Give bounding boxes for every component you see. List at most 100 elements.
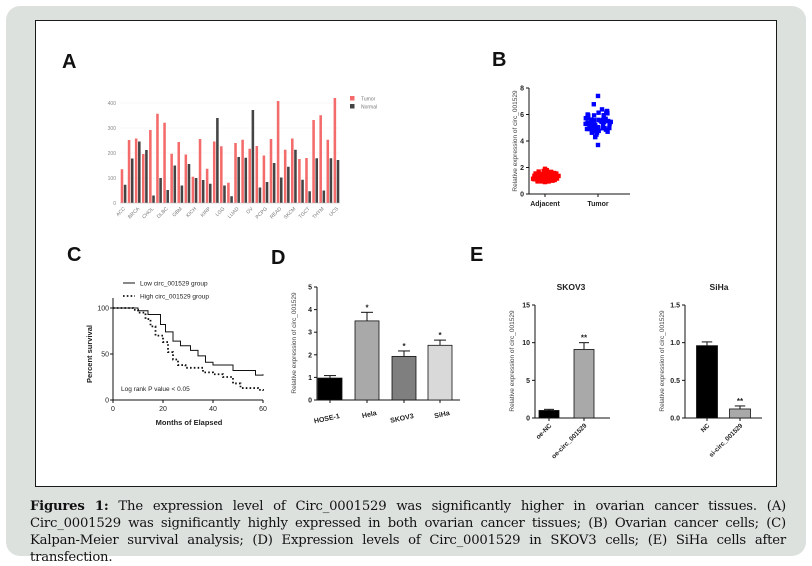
e2-bar (729, 408, 751, 419)
panel-label-e: E (470, 244, 484, 266)
b-ytick-label: 2 (520, 165, 524, 172)
b-point (588, 121, 593, 126)
b-point (607, 125, 612, 131)
a-legend-swatch-normal (350, 104, 355, 109)
b-point (554, 174, 560, 180)
a-bar-normal (265, 182, 269, 203)
b-point (593, 134, 598, 140)
b-point (591, 102, 597, 107)
a-xtick-label: LUAD (227, 206, 241, 220)
a-bar-tumor (177, 142, 181, 203)
d-ytick-label: 2 (308, 352, 312, 359)
a-bar-tumor (127, 140, 131, 203)
a-bar-tumor (283, 149, 287, 203)
a-bar-tumor (163, 122, 166, 203)
b-point (540, 171, 545, 177)
b-point (532, 176, 537, 182)
c-legend-label-low: Low circ_001529 group (140, 281, 208, 288)
a-xtick-label: KICH (185, 206, 198, 219)
b-point (589, 117, 594, 122)
a-legend-label-normal: Normal (361, 105, 377, 111)
d-significance: * (365, 303, 369, 312)
a-legend-swatch-tumor (350, 96, 355, 101)
a-bar-normal (209, 183, 212, 203)
c-xlabel: Months of Elapsed (156, 418, 223, 427)
a-bar-normal (216, 118, 219, 203)
a-bar-tumor (191, 176, 195, 203)
a-bar-normal (329, 158, 333, 203)
a-xtick-label: OV (245, 206, 255, 216)
a-bar-tumor (255, 146, 259, 203)
c-ytick-label: 0 (105, 398, 109, 405)
b-point (591, 118, 597, 123)
a-bar-normal (180, 185, 184, 203)
e1-ytick-label: 15 (522, 303, 530, 310)
a-legend-label-tumor: Tumor (361, 97, 376, 103)
a-bar-normal (130, 158, 134, 203)
e1-xtick-label: oe-circ_001529 (550, 422, 588, 460)
b-point (589, 126, 595, 131)
a-bar-normal (201, 180, 205, 203)
c-line-low (113, 307, 264, 376)
a-ytick-label: 100 (108, 176, 117, 182)
b-point (544, 173, 549, 179)
d-bar (391, 355, 417, 401)
a-bar-normal (223, 185, 226, 203)
d-xtick-label: SKOV3 (390, 413, 415, 425)
b-ytick-label: 8 (520, 86, 524, 93)
a-xtick-label: TGCT (298, 206, 312, 220)
a-bar-tumor (227, 182, 230, 203)
b-point (586, 113, 591, 119)
a-xtick-label: GBM (171, 206, 183, 218)
b-ytick-label: 4 (520, 139, 524, 146)
a-xtick-label: BRCA (127, 206, 142, 221)
a-bar-tumor (269, 139, 273, 203)
c-annotation: Log rank P value < 0.05 (121, 386, 190, 393)
d-bar (354, 320, 380, 401)
b-point (543, 176, 548, 181)
a-xtick-label: DLBC (156, 206, 170, 220)
c-ytick-label: 100 (97, 306, 109, 313)
a-xtick-label: KIRP (200, 206, 213, 219)
a-xtick-label: THYM (311, 206, 325, 220)
b-point (532, 173, 537, 179)
a-bar-normal (244, 157, 248, 203)
c-line-high (113, 307, 264, 391)
e2-ytick-label: 0.5 (670, 378, 680, 385)
e2-ytick-label: 1.0 (670, 340, 680, 347)
a-bar-normal (166, 190, 169, 203)
a-xtick-label: LGG (215, 206, 227, 218)
a-bar-tumor (156, 113, 159, 203)
a-bar-normal (301, 179, 304, 203)
e2-title: SiHa (710, 282, 729, 292)
b-point (607, 121, 612, 127)
d-ytick-label: 5 (308, 285, 312, 292)
b-point (539, 179, 545, 184)
b-point (591, 113, 597, 118)
a-bar-tumor (298, 159, 301, 203)
b-point (548, 176, 553, 182)
e2-xtick-label: NC (700, 422, 712, 434)
a-ytick-label: 400 (108, 101, 117, 107)
a-xtick-label: ACC (115, 206, 127, 218)
a-bar-normal (123, 184, 127, 203)
a-bar-normal (322, 190, 326, 203)
a-bar-normal (251, 110, 255, 203)
a-bar-normal (258, 187, 262, 203)
d-xtick-label: HOSE-1 (313, 413, 340, 425)
panel-label-d: D (271, 247, 286, 269)
a-bar-normal (237, 157, 240, 203)
b-point (585, 120, 590, 125)
a-bar-tumor (184, 154, 188, 203)
e2-ytick-label: 0.0 (670, 416, 680, 423)
d-ytick-label: 3 (308, 330, 312, 337)
a-bar-normal (336, 160, 340, 203)
a-xtick-label: SKCM (283, 206, 297, 220)
b-point (596, 110, 601, 115)
d-significance: * (438, 331, 442, 340)
b-xtick-label: Tumor (587, 201, 609, 208)
a-bar-normal (230, 196, 233, 203)
c-ylabel: Percent survival (85, 325, 94, 383)
b-point (595, 142, 601, 148)
a-bar-tumor (333, 98, 337, 203)
